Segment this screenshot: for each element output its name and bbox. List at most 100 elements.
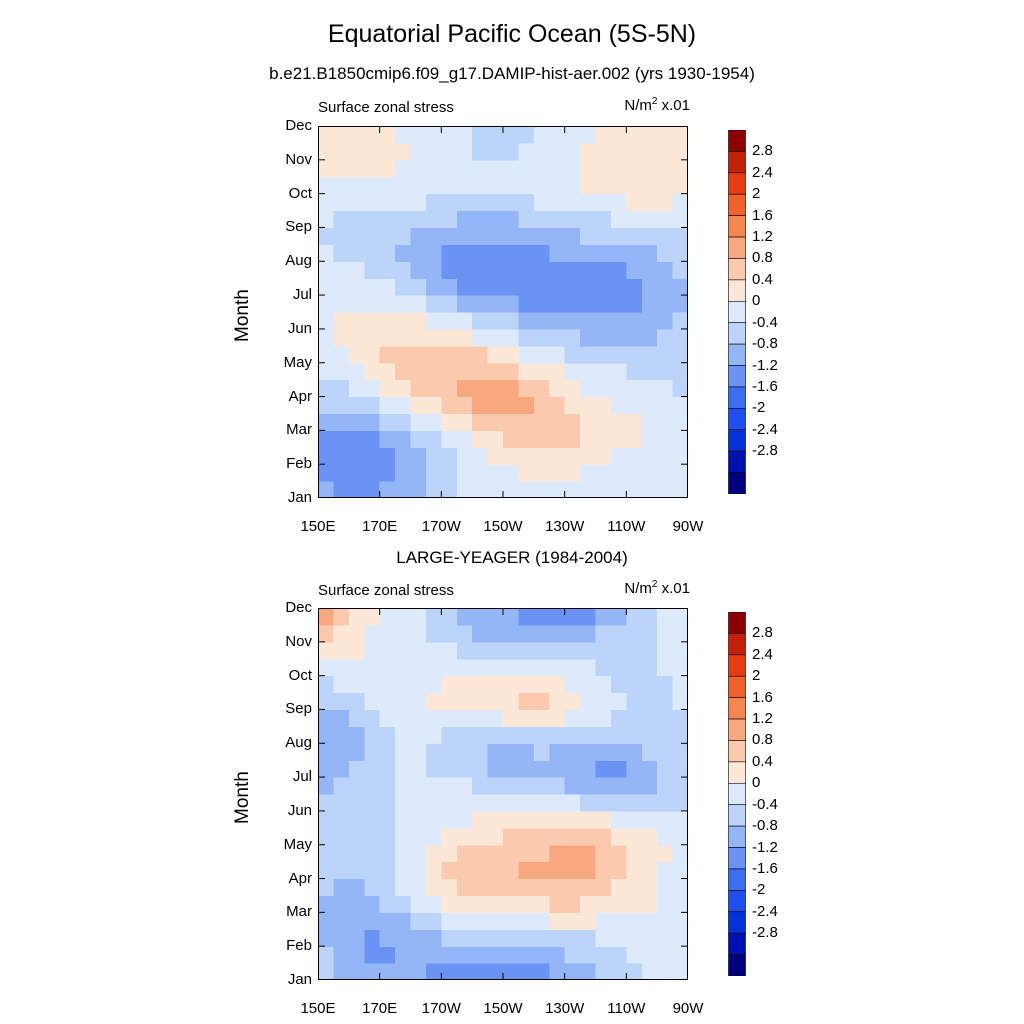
heatmap-cell [487, 794, 504, 812]
heatmap-cell [487, 210, 504, 229]
heatmap-cell [333, 895, 350, 913]
heatmap-cell [395, 810, 412, 829]
heatmap-cell [364, 430, 381, 448]
heatmap-cell [318, 794, 335, 812]
heatmap-cell [364, 295, 381, 313]
heatmap-cell [425, 608, 442, 626]
heatmap-cell [364, 777, 381, 795]
heatmap-cell [580, 430, 597, 448]
heatmap-cell [549, 692, 566, 711]
heatmap-cell [657, 396, 674, 415]
colorbar-swatch [728, 408, 746, 431]
heatmap-cell [472, 861, 489, 880]
heatmap-cell [333, 142, 350, 161]
heatmap-cell [333, 278, 350, 296]
heatmap-cell [318, 777, 335, 795]
heatmap-cell [364, 126, 381, 144]
heatmap-cell [503, 447, 520, 465]
heatmap-cell [549, 481, 566, 498]
heatmap-cell [503, 794, 520, 812]
heatmap-cell [549, 176, 566, 195]
y-tick-label: Jun [287, 801, 312, 819]
heatmap-cell [672, 176, 688, 195]
heatmap-cell [580, 777, 597, 795]
heatmap-cell [333, 794, 350, 812]
heatmap-cell [564, 379, 581, 398]
heatmap-cell [348, 481, 365, 498]
heatmap-cell [318, 608, 335, 626]
colorbar-swatch [728, 847, 746, 870]
heatmap-cell [456, 861, 473, 880]
heatmap-cell [580, 464, 597, 482]
heatmap-cell [395, 608, 412, 626]
heatmap-cell [641, 362, 658, 381]
heatmap-cell [533, 895, 550, 913]
heatmap-cell [672, 244, 688, 262]
heatmap-cell [503, 142, 520, 161]
heatmap-cell [533, 379, 550, 398]
heatmap-cell [626, 608, 643, 626]
heatmap-cell [441, 345, 458, 364]
heatmap-cell [518, 844, 535, 863]
heatmap-cell [410, 413, 427, 431]
heatmap-cell [672, 328, 688, 347]
heatmap-cell [318, 362, 335, 381]
heatmap-cell [549, 624, 566, 643]
heatmap-cell [595, 658, 612, 677]
heatmap-cell [410, 362, 427, 381]
heatmap-cell [595, 641, 612, 660]
heatmap-cell [395, 794, 412, 812]
heatmap-cell [472, 608, 489, 626]
heatmap-cell [425, 227, 442, 245]
heatmap-cell [410, 844, 427, 863]
heatmap-cell [641, 946, 658, 964]
heatmap-cell [425, 827, 442, 846]
heatmap-cell [503, 481, 520, 498]
heatmap-cell [610, 743, 627, 761]
heatmap-cell [533, 777, 550, 795]
heatmap-cell [672, 608, 688, 626]
heatmap-cell [318, 912, 335, 930]
heatmap-cell [379, 608, 396, 626]
heatmap-cell [518, 244, 535, 262]
y-tick-label: Apr [288, 869, 312, 887]
heatmap-cell [472, 878, 489, 897]
heatmap-cell [395, 709, 412, 727]
heatmap-cell [348, 912, 365, 930]
heatmap-cell [364, 608, 381, 626]
heatmap-cell [672, 641, 688, 660]
heatmap-cell [410, 963, 427, 980]
colorbar-label: -1.2 [752, 356, 778, 374]
heatmap-cell [425, 430, 442, 448]
heatmap-cell [595, 481, 612, 498]
heatmap-cell [610, 261, 627, 279]
heatmap-cell [549, 794, 566, 812]
heatmap-cell [379, 726, 396, 744]
heatmap-cell [610, 827, 627, 846]
heatmap-cell [518, 413, 535, 431]
heatmap-cell [549, 328, 566, 347]
heatmap-cell [441, 658, 458, 677]
heatmap-cell [379, 929, 396, 947]
heatmap-cell [487, 345, 504, 364]
heatmap-cell [333, 447, 350, 465]
heatmap-cell [379, 295, 396, 313]
heatmap-cell [641, 726, 658, 744]
heatmap-cell [348, 362, 365, 381]
heatmap-cell [318, 159, 335, 178]
heatmap-cell [580, 413, 597, 431]
heatmap-cell [657, 726, 674, 744]
heatmap-cell [364, 312, 381, 330]
heatmap-cell [595, 261, 612, 279]
heatmap-cell [348, 413, 365, 431]
heatmap-cell [549, 658, 566, 677]
heatmap-cell [472, 963, 489, 980]
heatmap-cell [610, 895, 627, 913]
heatmap-cell [395, 244, 412, 262]
heatmap-cell [487, 126, 504, 144]
y-tick-label: Nov [285, 632, 312, 650]
heatmap-cell [456, 692, 473, 711]
heatmap-cell [456, 396, 473, 415]
heatmap-cell [595, 827, 612, 846]
heatmap-cell [672, 447, 688, 465]
